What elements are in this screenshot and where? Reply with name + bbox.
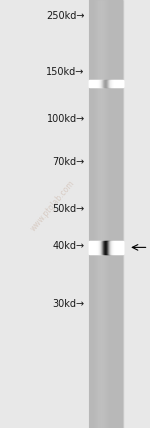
Text: 40kd→: 40kd→ (53, 241, 85, 251)
Text: www.ptglab.com: www.ptglab.com (29, 178, 76, 233)
Text: 30kd→: 30kd→ (53, 299, 85, 309)
Text: 250kd→: 250kd→ (46, 11, 85, 21)
Text: 100kd→: 100kd→ (46, 114, 85, 124)
Text: 70kd→: 70kd→ (52, 157, 85, 167)
Text: 50kd→: 50kd→ (52, 204, 85, 214)
Bar (89, 0, 123, 428)
Text: 150kd→: 150kd→ (46, 67, 85, 77)
